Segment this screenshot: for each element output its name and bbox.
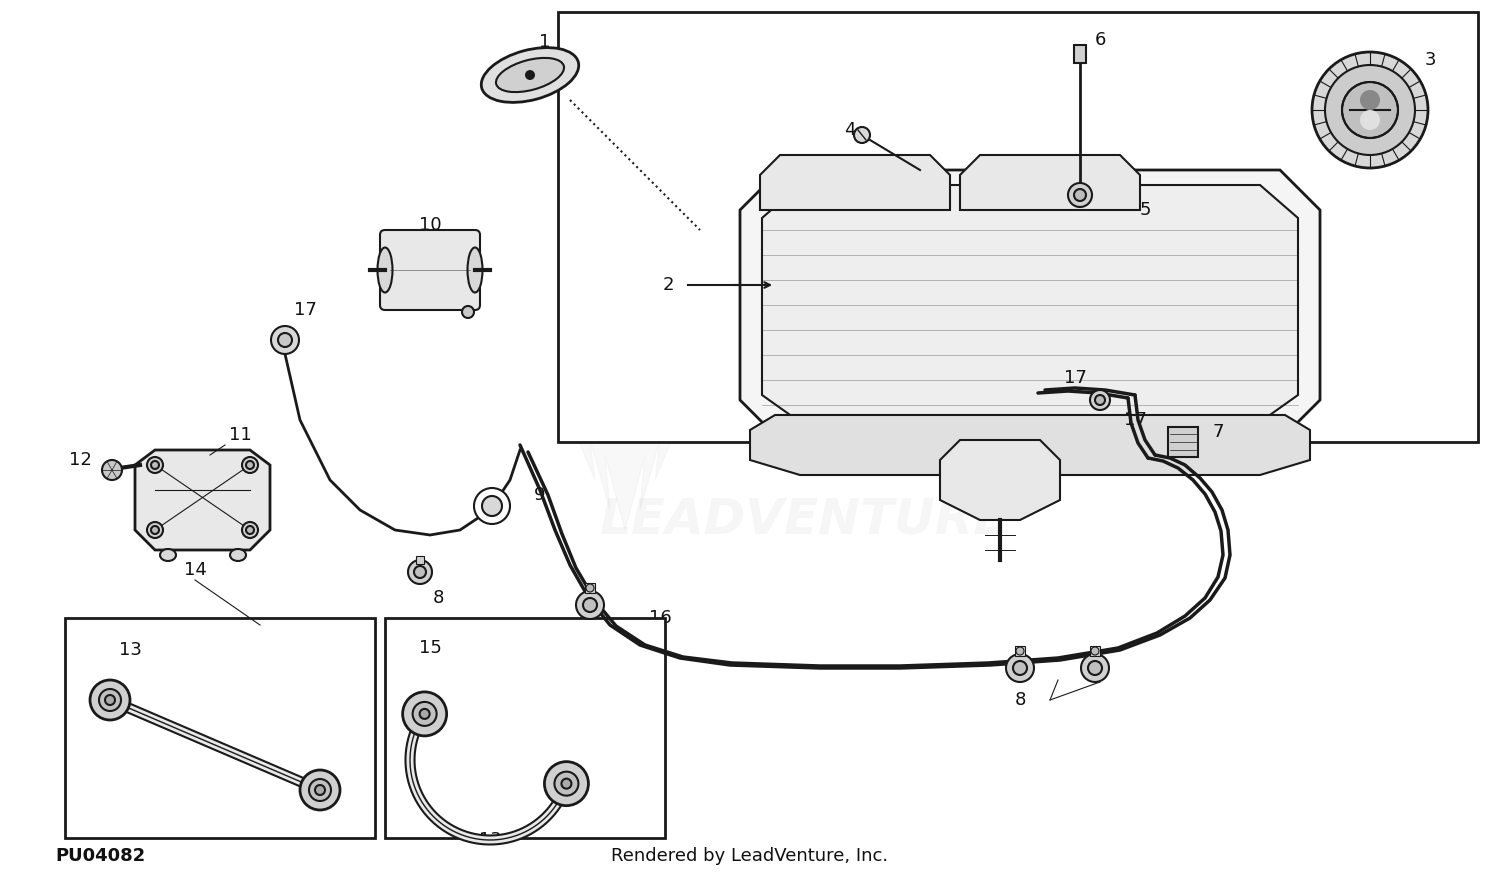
Text: PU04082: PU04082 — [56, 847, 146, 865]
Circle shape — [414, 566, 426, 578]
Polygon shape — [135, 450, 270, 550]
Circle shape — [408, 560, 432, 584]
Circle shape — [1082, 654, 1108, 682]
Circle shape — [462, 306, 474, 318]
Circle shape — [1360, 110, 1380, 130]
Circle shape — [555, 772, 579, 795]
Circle shape — [584, 598, 597, 612]
Circle shape — [246, 461, 254, 469]
FancyBboxPatch shape — [380, 230, 480, 310]
Circle shape — [1013, 661, 1028, 675]
Text: 1: 1 — [540, 33, 550, 51]
Text: 13: 13 — [478, 831, 501, 849]
Text: 16: 16 — [648, 609, 672, 627]
Circle shape — [1090, 647, 1100, 655]
Circle shape — [576, 591, 604, 619]
Circle shape — [1095, 395, 1106, 405]
Circle shape — [242, 522, 258, 538]
Circle shape — [309, 779, 332, 801]
Circle shape — [482, 496, 502, 516]
Circle shape — [1068, 183, 1092, 207]
Text: 14: 14 — [183, 561, 207, 579]
Circle shape — [474, 488, 510, 524]
Ellipse shape — [496, 58, 564, 92]
Bar — [1074, 45, 1086, 63]
Text: 2: 2 — [663, 276, 674, 294]
Circle shape — [1324, 65, 1414, 155]
Polygon shape — [760, 155, 950, 210]
Circle shape — [147, 457, 164, 473]
Text: 10: 10 — [419, 216, 441, 234]
Bar — [1168, 427, 1198, 457]
Text: 15: 15 — [419, 639, 441, 657]
Text: 7: 7 — [1212, 423, 1224, 441]
Text: 8: 8 — [1014, 691, 1026, 709]
Circle shape — [99, 689, 122, 711]
Text: 17: 17 — [1064, 369, 1086, 387]
Circle shape — [1360, 90, 1380, 110]
Text: 11: 11 — [228, 426, 252, 444]
Ellipse shape — [160, 549, 176, 561]
Text: 9: 9 — [534, 486, 546, 504]
Circle shape — [90, 680, 130, 720]
Circle shape — [1312, 52, 1428, 168]
Text: 17: 17 — [294, 301, 316, 319]
Circle shape — [1074, 189, 1086, 201]
Text: 4: 4 — [844, 121, 855, 139]
Polygon shape — [960, 155, 1140, 210]
Text: 8: 8 — [432, 589, 444, 607]
Circle shape — [102, 460, 122, 480]
Polygon shape — [740, 170, 1320, 440]
Circle shape — [278, 333, 292, 347]
Polygon shape — [570, 420, 680, 530]
Polygon shape — [940, 440, 1060, 520]
Text: 3: 3 — [1425, 51, 1436, 69]
Circle shape — [420, 709, 429, 719]
Bar — [585, 583, 596, 593]
Circle shape — [1342, 82, 1398, 138]
Text: 5: 5 — [1140, 201, 1150, 219]
Circle shape — [152, 461, 159, 469]
Text: 8: 8 — [585, 631, 596, 649]
Bar — [416, 556, 424, 564]
Polygon shape — [762, 185, 1298, 422]
Bar — [1090, 646, 1100, 656]
Text: Rendered by LeadVenture, Inc.: Rendered by LeadVenture, Inc. — [612, 847, 888, 865]
Circle shape — [272, 326, 298, 354]
Circle shape — [315, 785, 326, 795]
Bar — [386, 618, 664, 838]
Circle shape — [544, 761, 588, 806]
Ellipse shape — [378, 248, 393, 293]
Circle shape — [525, 70, 536, 80]
Circle shape — [105, 695, 116, 705]
Circle shape — [1090, 390, 1110, 410]
Bar — [558, 12, 1478, 442]
Circle shape — [586, 584, 594, 592]
Circle shape — [1007, 654, 1034, 682]
Ellipse shape — [482, 47, 579, 102]
Circle shape — [152, 526, 159, 534]
Ellipse shape — [230, 549, 246, 561]
Bar — [64, 618, 375, 838]
Text: 12: 12 — [69, 451, 92, 469]
Circle shape — [402, 692, 447, 736]
Circle shape — [242, 457, 258, 473]
Text: 6: 6 — [1095, 31, 1106, 49]
Circle shape — [147, 522, 164, 538]
Bar — [1016, 646, 1025, 656]
Circle shape — [246, 526, 254, 534]
Text: 13: 13 — [118, 641, 141, 659]
Text: 17: 17 — [1124, 411, 1146, 429]
Circle shape — [1088, 661, 1102, 675]
Polygon shape — [750, 415, 1310, 475]
Circle shape — [300, 770, 340, 810]
Text: LEADVENTURE: LEADVENTURE — [600, 496, 1008, 544]
Circle shape — [561, 779, 572, 788]
Ellipse shape — [468, 248, 483, 293]
Circle shape — [1016, 647, 1025, 655]
Circle shape — [413, 702, 436, 726]
Circle shape — [853, 127, 870, 143]
